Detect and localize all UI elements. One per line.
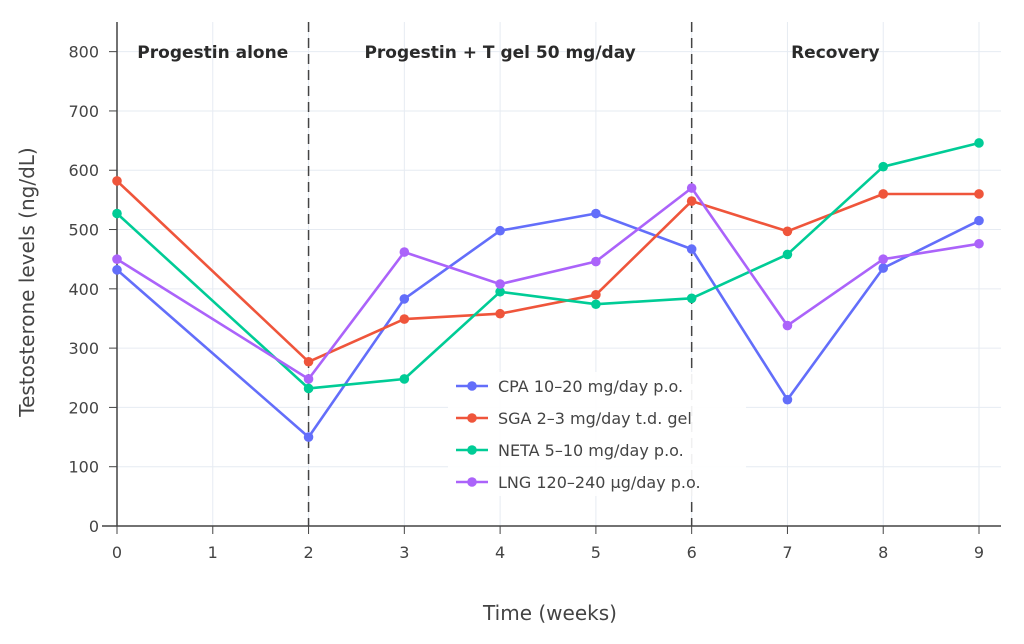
data-point — [686, 293, 697, 304]
data-point — [974, 138, 984, 148]
series-line — [116, 179, 979, 364]
legend-swatch-marker — [467, 477, 477, 487]
data-point — [591, 299, 601, 310]
legend-item: LNG 120–240 µg/day p.o. — [456, 473, 701, 492]
phase-label: Recovery — [791, 43, 879, 63]
data-point — [399, 374, 410, 384]
data-point — [974, 189, 984, 199]
series-0 — [112, 208, 984, 442]
data-point — [782, 249, 793, 260]
data-point — [495, 279, 505, 289]
data-point — [782, 226, 793, 237]
data-point — [303, 374, 314, 384]
series-line — [116, 186, 980, 381]
legend-item: CPA 10–20 mg/day p.o. — [456, 377, 683, 396]
data-point — [399, 294, 410, 304]
series-line — [116, 141, 980, 390]
y-tick-label: 100 — [68, 458, 99, 477]
legend-label: LNG 120–240 µg/day p.o. — [498, 473, 701, 492]
y-tick-label: 600 — [68, 161, 99, 180]
legend-item: NETA 5–10 mg/day p.o. — [456, 441, 684, 460]
phase-label: Progestin alone — [137, 43, 288, 63]
x-tick-label: 4 — [495, 543, 505, 562]
data-point — [112, 265, 122, 275]
data-point — [495, 308, 505, 319]
data-point — [686, 196, 697, 206]
legend-swatch-marker — [467, 445, 477, 455]
y-tick-label: 500 — [68, 221, 99, 240]
y-axis-title: Testosterone levels (ng/dL) — [15, 147, 39, 417]
y-tick-label: 700 — [68, 102, 99, 121]
x-tick-label: 0 — [112, 543, 122, 562]
data-point — [591, 289, 601, 300]
x-tick-label: 9 — [974, 543, 984, 562]
legend-label: SGA 2–3 mg/day t.d. gel — [498, 409, 692, 428]
data-point — [495, 225, 505, 236]
data-point — [878, 161, 889, 172]
y-tick-label: 0 — [89, 517, 99, 536]
data-point — [878, 254, 889, 264]
series-1 — [112, 176, 984, 367]
y-tick-label: 200 — [68, 398, 99, 417]
x-tick-label: 2 — [303, 543, 313, 562]
data-point — [878, 189, 889, 199]
data-point — [399, 314, 410, 324]
legend-label: NETA 5–10 mg/day p.o. — [498, 441, 684, 460]
x-tick-label: 3 — [399, 543, 409, 562]
x-tick-label: 6 — [687, 543, 697, 562]
data-point — [303, 356, 314, 367]
x-tick-label: 7 — [782, 543, 792, 562]
phase-label: Progestin + T gel 50 mg/day — [364, 43, 635, 63]
tick-labels: 0 100 200 300 400 500 600 700 800 0 1 2 3 4 5 6 7 8 9 — [68, 43, 984, 562]
data-point — [782, 394, 793, 405]
legend: CPA 10–20 mg/day p.o. SGA 2–3 mg/day t.d.… — [448, 372, 746, 496]
y-tick-label: 800 — [68, 43, 99, 62]
data-point — [303, 383, 314, 394]
x-axis-title: Time (weeks) — [482, 601, 617, 625]
data-point — [303, 432, 314, 442]
legend-swatch-marker — [467, 413, 477, 423]
data-point — [399, 247, 410, 257]
data-point — [686, 244, 697, 254]
x-tick-label: 5 — [591, 543, 601, 562]
legend-box — [448, 372, 746, 496]
data-point — [878, 263, 889, 273]
data-point — [495, 286, 505, 297]
y-tick-label: 300 — [68, 339, 99, 358]
series-group — [112, 138, 984, 442]
data-point — [112, 208, 122, 219]
data-point — [112, 176, 122, 186]
data-point — [974, 215, 984, 226]
y-tick-label: 400 — [68, 280, 99, 299]
x-tick-label: 8 — [878, 543, 888, 562]
x-tick-label: 1 — [208, 543, 218, 562]
data-point — [591, 208, 601, 219]
legend-item: SGA 2–3 mg/day t.d. gel — [456, 409, 692, 428]
data-point — [782, 320, 793, 331]
legend-swatch-marker — [467, 381, 477, 391]
series-2 — [112, 138, 984, 394]
data-point — [591, 256, 601, 267]
data-point — [686, 183, 697, 193]
data-point — [112, 254, 122, 264]
data-point — [974, 238, 984, 249]
legend-label: CPA 10–20 mg/day p.o. — [498, 377, 683, 396]
series-3 — [112, 183, 984, 384]
